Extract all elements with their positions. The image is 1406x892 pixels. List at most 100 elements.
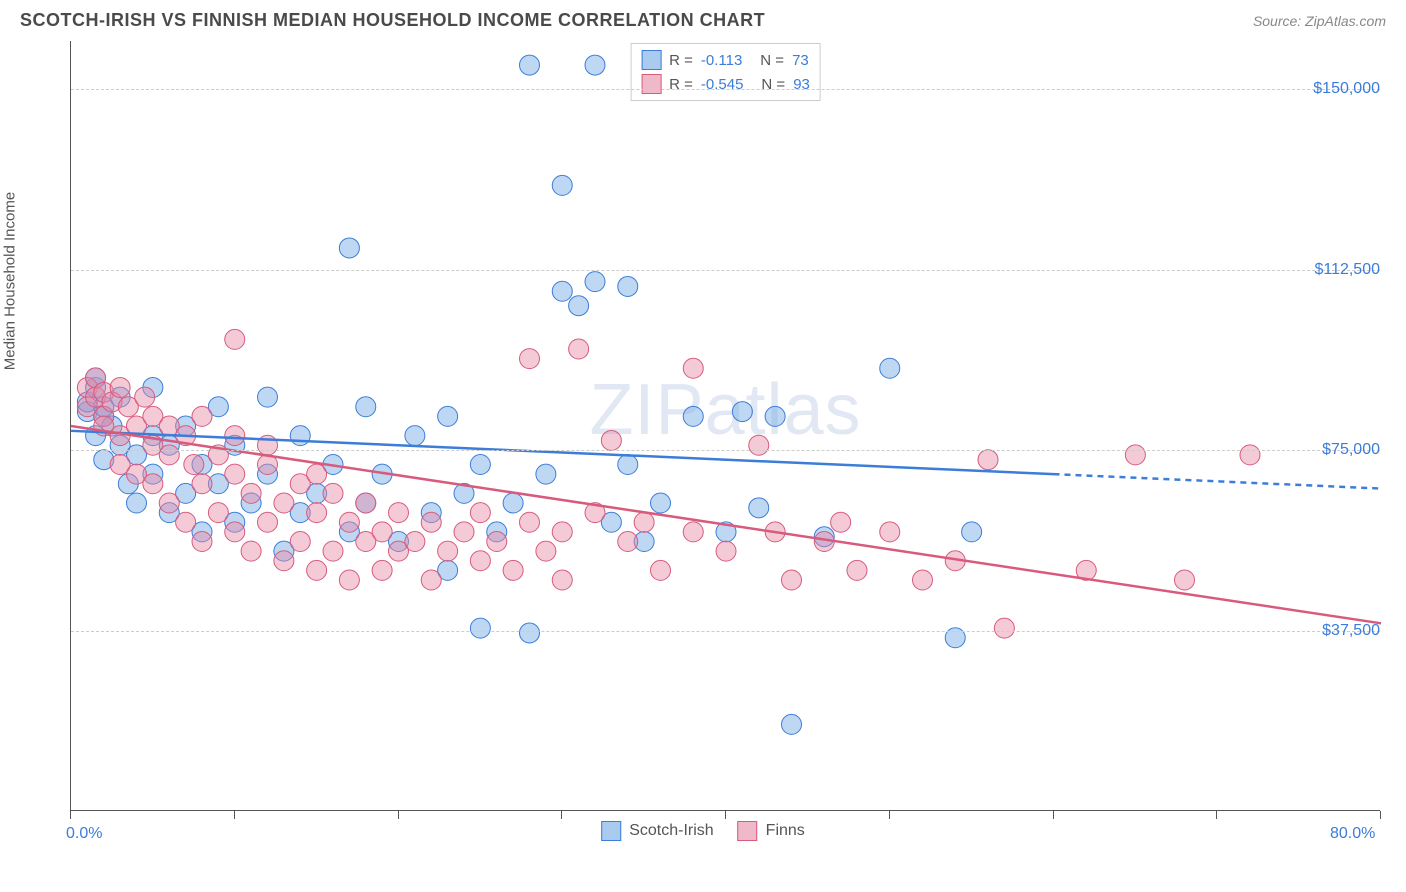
data-point: [470, 551, 490, 571]
data-point: [405, 532, 425, 552]
data-point: [389, 503, 409, 523]
chart-source: Source: ZipAtlas.com: [1253, 13, 1386, 29]
gridline: [71, 89, 1380, 90]
x-tick: [561, 811, 562, 819]
legend-series-item: Finns: [738, 821, 805, 841]
data-point: [552, 281, 572, 301]
data-point: [651, 560, 671, 580]
data-point: [307, 503, 327, 523]
data-point: [274, 493, 294, 513]
data-point: [176, 512, 196, 532]
gridline: [71, 631, 1380, 632]
data-point: [1175, 570, 1195, 590]
data-point: [307, 560, 327, 580]
data-point: [470, 455, 490, 475]
legend-n-value: 73: [792, 52, 809, 69]
data-point: [110, 378, 130, 398]
data-point: [749, 435, 769, 455]
data-point: [356, 397, 376, 417]
legend-swatch: [601, 821, 621, 841]
data-point: [569, 339, 589, 359]
data-point: [135, 387, 155, 407]
data-point: [1240, 445, 1260, 465]
data-point: [1125, 445, 1145, 465]
legend-swatch: [641, 50, 661, 70]
data-point: [683, 406, 703, 426]
data-point: [159, 445, 179, 465]
data-point: [831, 512, 851, 532]
data-point: [159, 493, 179, 513]
data-point: [438, 541, 458, 561]
data-point: [192, 532, 212, 552]
data-point: [372, 560, 392, 580]
y-tick-label: $37,500: [1280, 622, 1380, 640]
x-tick: [70, 811, 71, 819]
data-point: [241, 541, 261, 561]
y-tick-label: $112,500: [1280, 261, 1380, 279]
data-point: [552, 175, 572, 195]
data-point: [438, 406, 458, 426]
data-point: [601, 430, 621, 450]
data-point: [192, 406, 212, 426]
gridline: [71, 270, 1380, 271]
data-point: [749, 498, 769, 518]
legend-r-value: -0.113: [701, 52, 742, 69]
data-point: [241, 483, 261, 503]
data-point: [307, 464, 327, 484]
chart-header: SCOTCH-IRISH VS FINNISH MEDIAN HOUSEHOLD…: [0, 0, 1406, 37]
data-point: [356, 493, 376, 513]
legend-series: Scotch-Irish Finns: [601, 821, 805, 841]
data-point: [225, 329, 245, 349]
data-point: [520, 623, 540, 643]
x-tick: [1380, 811, 1381, 819]
data-point: [536, 464, 556, 484]
data-point: [225, 464, 245, 484]
legend-correlation-row: R =-0.545N =93: [641, 72, 810, 96]
data-point: [208, 503, 228, 523]
x-tick: [889, 811, 890, 819]
data-point: [487, 532, 507, 552]
data-point: [651, 493, 671, 513]
data-point: [880, 358, 900, 378]
data-point: [683, 522, 703, 542]
data-point: [405, 426, 425, 446]
data-point: [520, 512, 540, 532]
legend-swatch: [738, 821, 758, 841]
plot-area: ZIPatlas R =-0.113N =73R =-0.545N =93: [70, 41, 1380, 811]
data-point: [421, 512, 441, 532]
scatter-plot-svg: [71, 41, 1381, 811]
data-point: [520, 55, 540, 75]
data-point: [683, 358, 703, 378]
data-point: [323, 483, 343, 503]
y-tick-label: $75,000: [1280, 441, 1380, 459]
data-point: [290, 532, 310, 552]
data-point: [192, 474, 212, 494]
data-point: [585, 272, 605, 292]
data-point: [274, 551, 294, 571]
data-point: [323, 541, 343, 561]
data-point: [503, 560, 523, 580]
data-point: [225, 426, 245, 446]
trendline-extrapolated: [1054, 474, 1382, 488]
data-point: [184, 455, 204, 475]
data-point: [339, 512, 359, 532]
legend-series-item: Scotch-Irish: [601, 821, 713, 841]
x-tick: [398, 811, 399, 819]
chart-title: SCOTCH-IRISH VS FINNISH MEDIAN HOUSEHOLD…: [20, 10, 765, 31]
x-tick: [234, 811, 235, 819]
data-point: [470, 618, 490, 638]
data-point: [258, 512, 278, 532]
data-point: [127, 493, 147, 513]
data-point: [978, 450, 998, 470]
data-point: [536, 541, 556, 561]
x-tick: [1053, 811, 1054, 819]
data-point: [225, 522, 245, 542]
data-point: [552, 570, 572, 590]
data-point: [618, 276, 638, 296]
data-point: [470, 503, 490, 523]
data-point: [880, 522, 900, 542]
x-tick: [1216, 811, 1217, 819]
data-point: [782, 570, 802, 590]
x-tick: [725, 811, 726, 819]
x-axis-min-label: 0.0%: [66, 825, 102, 843]
